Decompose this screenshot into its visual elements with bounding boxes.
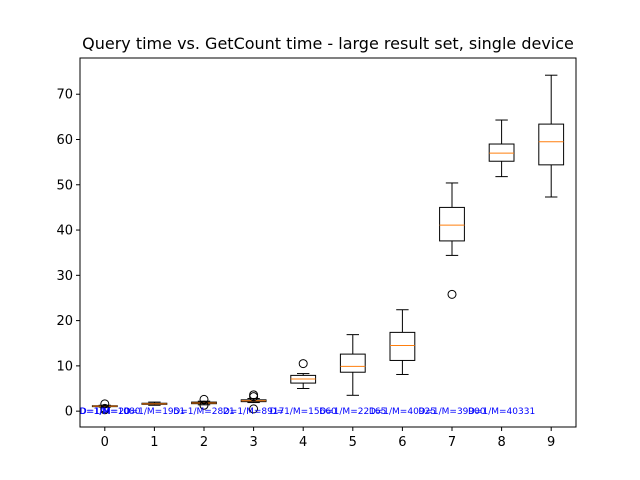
y-tick-label: 30 (56, 269, 73, 284)
y-tick-label: 20 (56, 314, 73, 329)
box-group (240, 390, 267, 414)
outlier-point (447, 289, 457, 299)
x-tick-label: 4 (299, 435, 307, 450)
annotation-label: D=1/M=39900 (418, 407, 485, 417)
chart-title: Query time vs. GetCount time - large res… (82, 34, 574, 53)
annotation-label: D=1/M=40331 (468, 407, 535, 417)
outlier-point (249, 390, 259, 400)
annotation-label: D=1/M=2821 (173, 407, 234, 417)
outlier-point (100, 403, 110, 413)
box (389, 331, 416, 361)
x-tick-label: 3 (249, 435, 257, 450)
box-group (488, 119, 515, 178)
x-tick-label: 9 (547, 435, 555, 450)
annotation-label: D=1/M=22165 (319, 407, 386, 417)
y-tick-label: 50 (56, 178, 73, 193)
box-group (290, 359, 317, 390)
axes-frame (79, 57, 577, 428)
annotation-label: D=1/M=1951 (124, 407, 185, 417)
x-tick-label: 0 (101, 435, 109, 450)
outlier-point (298, 359, 308, 369)
annotation-label: D=1/M=8917 (223, 407, 284, 417)
box-group (389, 309, 416, 375)
y-tick-label: 60 (56, 133, 73, 148)
outlier-point (199, 394, 209, 404)
annotation-label: D=1/M=40925 (369, 407, 436, 417)
x-tick-label: 1 (150, 435, 158, 450)
annotation-label: D=1/M=1080 (79, 407, 141, 417)
box (339, 353, 366, 373)
annotation-label: D=1/M=15660 (270, 407, 337, 417)
x-tick-label: 6 (398, 435, 406, 450)
box-group (538, 74, 565, 198)
box-group (339, 334, 366, 396)
y-tick-label: 40 (56, 224, 73, 239)
box-group (439, 182, 465, 299)
box-group (91, 399, 118, 415)
box-group (141, 401, 168, 406)
x-tick-label: 7 (448, 435, 456, 450)
y-tick-label: 0 (65, 405, 73, 420)
outlier-point (100, 399, 110, 409)
x-tick-label: 8 (497, 435, 505, 450)
outlier-point (199, 400, 209, 410)
box (538, 123, 565, 166)
outlier-point (249, 404, 259, 414)
y-tick-label: 70 (56, 88, 73, 103)
box (439, 206, 465, 242)
box-group (191, 394, 217, 410)
x-tick-label: 2 (200, 435, 208, 450)
annotation-label: D=1/M=20 (80, 407, 130, 417)
y-tick-label: 10 (56, 359, 73, 374)
x-tick-label: 5 (349, 435, 357, 450)
